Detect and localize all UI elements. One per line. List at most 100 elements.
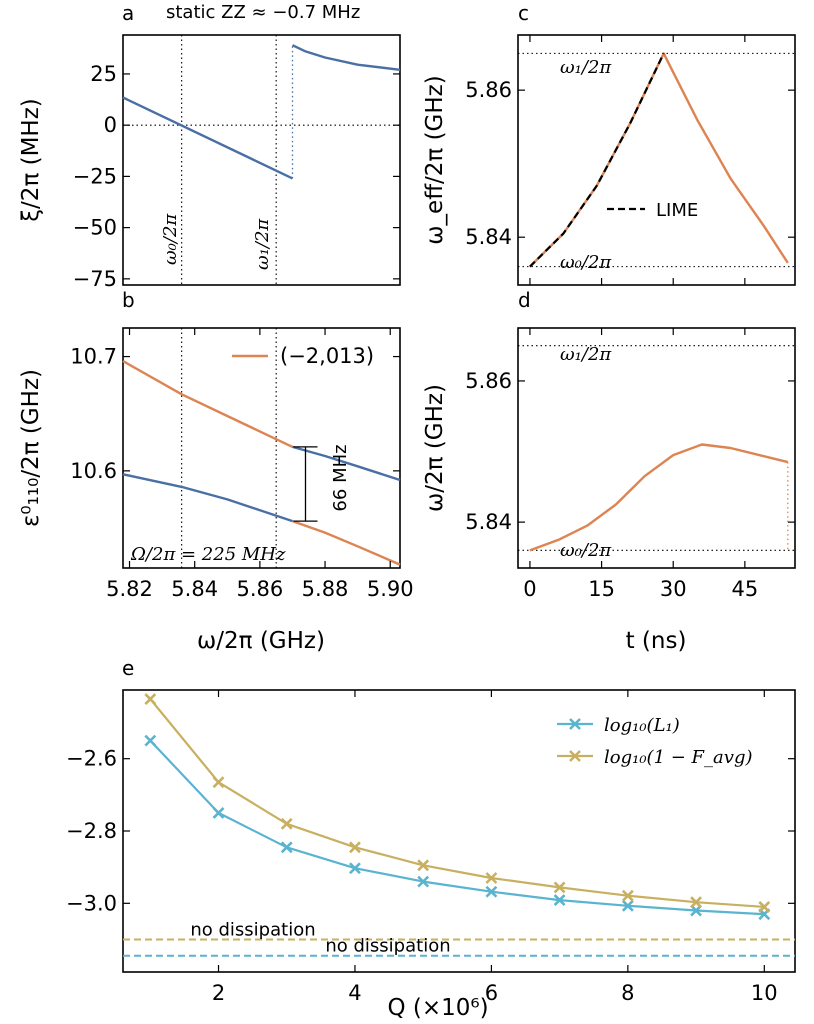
panel-e-no-dissipation-label-1: no dissipation [325, 936, 450, 957]
panel-a-ylabel: ξ/2π (MHz) [18, 98, 44, 222]
panel-d-xtick-label: 45 [731, 577, 758, 601]
panel-d-series [529, 443, 789, 552]
panel-letter-e: e [122, 656, 134, 680]
panel-e-series-line-1 [149, 698, 765, 908]
panel-e-ytick-label: −3.0 [66, 891, 117, 915]
panel-b-frame [122, 327, 401, 569]
panel-e-marker [758, 901, 771, 913]
panel-c-series-line-0 [529, 52, 789, 268]
panel-e-ytick-label: −2.6 [66, 747, 117, 771]
panel-a-yticks: 25 0 −25 −50 −75 [73, 62, 400, 291]
panel-a-series-line-1 [291, 44, 401, 71]
panel-b-xtick-label: 5.82 [106, 577, 153, 601]
panel-a-omega1-label: ω₁/2π [252, 218, 273, 270]
panel-e-legend-label: log₁₀(1 − F_avg) [604, 747, 752, 768]
panel-letter-c: c [518, 1, 529, 25]
panel-e-marker [280, 841, 293, 854]
panel-e-marker [349, 862, 361, 875]
panel-b-ytick-label: 10.6 [70, 459, 117, 483]
panel-b-xtick-label: 5.88 [302, 577, 349, 601]
panel-b-legend-label: (−2,013) [280, 344, 374, 368]
panel-e-xticks: 2 4 6 8 10 [212, 690, 778, 1005]
panel-a-omega0-label: ω₀/2π [160, 213, 181, 265]
panel-e-legend-swatch-x2 [569, 750, 581, 762]
panel-c-omega1-label: ω₁/2π [560, 57, 612, 78]
panel-e-xtick-label: 6 [485, 981, 498, 1005]
panel-d-series-line-0 [529, 443, 789, 552]
panel-e-xtick-label: 4 [348, 981, 361, 1005]
panel-a-plot: 25 0 −25 −50 −75 ω₀/2π ω₁/2π ξ/2π (MHz) [18, 34, 401, 291]
panel-b-series-line-1 [292, 519, 401, 566]
panel-a-ytick-label: −25 [73, 164, 117, 188]
panel-d-xticks: 0 15 30 45 [523, 328, 758, 601]
panel-e-no-dissipation-label-0: no dissipation [190, 919, 315, 940]
panel-e-xtick-label: 8 [621, 981, 634, 1005]
panel-d-xtick-label: 15 [588, 577, 615, 601]
panel-a-series [122, 44, 401, 180]
panel-d-ytick-label: 5.86 [465, 369, 512, 393]
panel-e-marker [553, 881, 566, 894]
panel-e-marker [144, 693, 157, 705]
panel-d-frame [517, 327, 796, 569]
panel-b-series [122, 360, 401, 566]
panel-b-yticks: 10.7 10.6 [70, 345, 400, 483]
panel-e-marker [212, 776, 225, 789]
panel-d-plot: 5.865.84 0 15 30 45 ω₁/2π ω₀/2π ω/2π (GHz) … [422, 327, 796, 654]
panel-c-plot: 5.86 5.84 ω₁/2π ω₀/2π LIME ω_eff/2π (GHz) [422, 34, 796, 286]
panel-a-frame [122, 34, 401, 286]
panel-e-series [144, 693, 771, 921]
panel-e-yticks: −2.6 −2.8 −3.0 [66, 747, 795, 915]
panel-c-series-line-1 [529, 52, 665, 268]
panel-a-reference-lines [123, 35, 400, 285]
panel-c-yticks: 5.86 5.84 [465, 35, 795, 285]
panel-e-marker [144, 734, 157, 747]
panel-e-marker [621, 889, 634, 902]
panel-d-xlabel: t (ns) [626, 628, 687, 654]
panel-c-legend-label: LIME [656, 200, 698, 221]
panel-b-xticks: 5.82 5.84 5.86 5.88 5.90 [106, 328, 414, 601]
panel-e-marker [621, 899, 634, 912]
panel-b-omega-label: Ω/2π = 225 MHz [130, 544, 286, 565]
panel-e-marker [690, 896, 702, 909]
panel-e-legend: log₁₀(L₁) log₁₀(1 − F_avg) [557, 715, 752, 768]
panel-b-xtick-label: 5.90 [367, 577, 414, 601]
panel-e-plot: no dissipation no dissipation −2.6 −2.8 −3.… [66, 689, 796, 1021]
panel-e-marker [417, 859, 430, 872]
panel-b-ylabel: ε⁰₁₁₀/2π (GHz) [18, 369, 44, 527]
panel-letter-a: a [122, 1, 134, 25]
panel-d-yticks: 5.86 5.84 [465, 369, 795, 534]
panel-e-series-line-0 [149, 739, 765, 916]
panel-d-omega1-label: ω₁/2π [560, 344, 612, 365]
panel-d-ylabel: ω/2π (GHz) [422, 384, 448, 512]
panel-letter-d: d [518, 288, 531, 312]
panel-b-xtick-label: 5.86 [236, 577, 283, 601]
panel-c-ylabel: ω_eff/2π (GHz) [422, 75, 448, 244]
panel-e-xlabel: Q (×10⁶) [387, 995, 488, 1021]
panel-b-plot: 10.7 10.6 5.82 5.84 5.86 5.88 5.90 (−2,013) 6… [18, 327, 414, 654]
panel-c-ytick-label: 5.84 [465, 225, 512, 249]
panel-e-marker [417, 875, 430, 888]
panel-e-reference-lines: no dissipation no dissipation [123, 919, 795, 957]
panel-b-gap-bracket [293, 446, 318, 522]
panel-a-ytick-label: 25 [90, 62, 117, 86]
panel-e-marker [485, 872, 498, 884]
panel-b-xlabel: ω/2π (GHz) [197, 628, 325, 654]
panel-e-marker [212, 807, 225, 819]
panel-e-xtick-label: 2 [212, 981, 225, 1005]
panel-b-series-line-3 [292, 445, 401, 482]
panel-e-xtick-label: 10 [751, 981, 778, 1005]
panel-c-omega0-label: ω₀/2π [560, 252, 612, 273]
panel-b-ytick-label: 10.7 [70, 345, 117, 369]
panel-e-marker [280, 817, 293, 830]
panel-b-reference-lines [181, 328, 277, 568]
panel-b-series-line-0 [122, 360, 294, 448]
panel-e-legend-label: log₁₀(L₁) [604, 715, 680, 736]
panel-d-xtick-label: 30 [660, 577, 687, 601]
panel-c-series [529, 52, 789, 268]
panel-b-gap-label: 66 MHz [330, 444, 351, 511]
panel-d-ytick-label: 5.84 [465, 510, 512, 534]
panel-c-frame [517, 34, 796, 286]
panel-d-xtick-label: 0 [523, 577, 536, 601]
panel-a-ytick-label: −50 [73, 216, 117, 240]
panel-a-series-line-0 [122, 96, 294, 180]
